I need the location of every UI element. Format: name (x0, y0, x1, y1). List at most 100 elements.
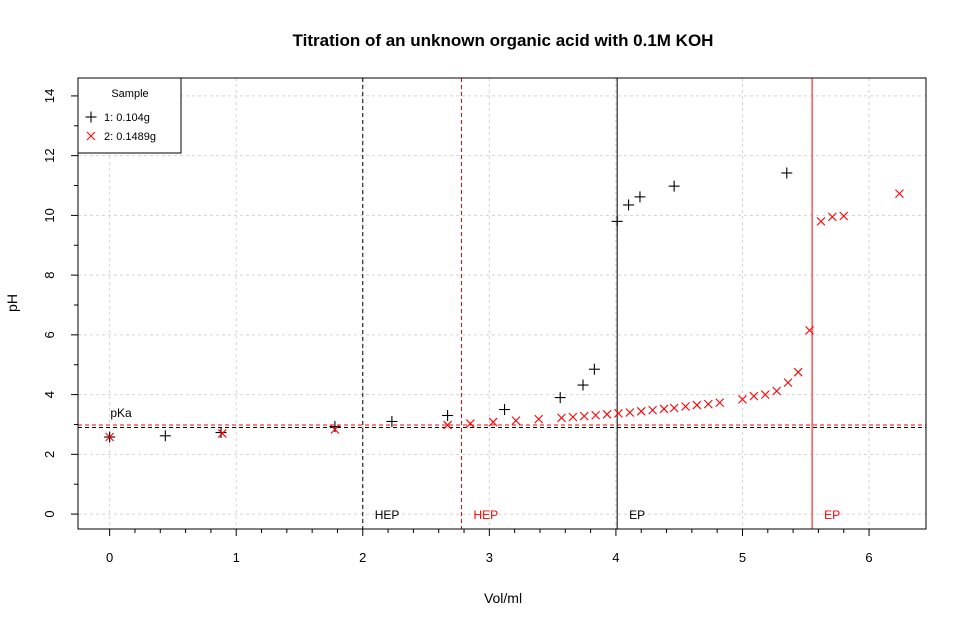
marker-stroke (703, 399, 713, 409)
marker-stroke (488, 417, 498, 427)
y-tick-label: 8 (42, 272, 57, 279)
y-tick-label: 14 (42, 89, 57, 103)
marker-stroke (602, 409, 612, 419)
data-point-series-1 (442, 410, 454, 422)
data-point-series-1 (668, 180, 680, 192)
marker-stroke (443, 420, 452, 430)
data-point-series-2 (602, 409, 612, 419)
pka-label: pKa (110, 406, 132, 420)
data-point-series-2 (465, 419, 475, 428)
marker-stroke (669, 403, 679, 413)
marker-stroke (465, 419, 475, 428)
marker-stroke (217, 429, 227, 438)
marker-stroke (681, 402, 690, 411)
data-point-series-2 (839, 211, 849, 221)
data-point-series-2 (738, 394, 747, 404)
data-point-series-2 (715, 398, 725, 408)
data-point-series-2 (793, 367, 803, 377)
legend-title: Sample (111, 88, 148, 100)
marker-stroke (895, 189, 904, 198)
data-point-series-1 (329, 421, 341, 433)
data-point-series-2 (534, 414, 544, 424)
data-point-series-2 (636, 406, 646, 416)
legend-box (77, 77, 182, 154)
data-point-series-2 (105, 432, 115, 442)
marker-stroke (715, 398, 725, 408)
hep-label: HEP (473, 508, 498, 522)
marker-stroke (614, 409, 623, 418)
data-point-series-1 (781, 167, 793, 179)
data-point-series-2 (772, 386, 782, 396)
marker-stroke (86, 131, 96, 141)
marker-stroke (816, 216, 826, 226)
data-point-series-2 (895, 189, 904, 198)
legend-marker-series-2 (86, 131, 96, 141)
data-point-series-2 (217, 429, 227, 438)
data-point-series-2 (488, 417, 498, 427)
data-point-series-2 (816, 216, 826, 226)
ep-label: EP (824, 508, 840, 522)
x-axis-label: Vol/ml (484, 590, 522, 606)
marker-stroke (625, 408, 635, 417)
data-point-series-2 (669, 403, 679, 413)
data-point-series-2 (749, 391, 759, 401)
data-point-series-2 (579, 411, 589, 421)
x-tick-label: 6 (865, 550, 872, 565)
data-point-series-1 (554, 392, 566, 404)
marker-stroke (557, 413, 566, 423)
y-tick-label: 12 (42, 148, 57, 162)
data-point-series-1 (623, 199, 635, 211)
data-point-series-2 (614, 409, 623, 418)
data-point-series-1 (588, 363, 600, 375)
x-tick-label: 1 (233, 550, 240, 565)
data-point-series-2 (330, 425, 340, 434)
data-point-series-2 (760, 390, 770, 399)
data-point-series-2 (659, 404, 669, 414)
marker-stroke (636, 406, 646, 416)
y-tick-label: 10 (42, 208, 57, 222)
legend-marker-1 (85, 111, 97, 123)
x-tick-label: 3 (486, 550, 493, 565)
x-tick-label: 2 (359, 550, 366, 565)
marker-stroke (805, 325, 814, 335)
y-tick-label: 2 (42, 451, 57, 458)
hep-label: HEP (375, 508, 400, 522)
data-point-series-2 (625, 408, 635, 417)
x-tick-label: 4 (612, 550, 619, 565)
legend-entry-1: 1: 0.104g (104, 112, 150, 124)
marker-stroke (511, 416, 521, 425)
marker-stroke (827, 212, 837, 222)
marker-stroke (783, 378, 793, 388)
data-point-series-2 (648, 405, 658, 415)
x-tick-label: 0 (106, 550, 113, 565)
data-point-series-2 (511, 416, 521, 425)
data-points (104, 167, 904, 443)
x-tick-label: 5 (739, 550, 746, 565)
reference-lines: pKa HEP HEP EP EP (78, 78, 926, 529)
data-point-series-2 (805, 325, 814, 335)
marker-stroke (793, 367, 803, 377)
data-point-series-1 (499, 404, 511, 416)
data-point-series-2 (681, 402, 690, 411)
data-point-series-1 (611, 215, 623, 227)
marker-stroke (568, 412, 578, 422)
marker-stroke (692, 400, 702, 410)
legend-marker-series-1 (85, 111, 97, 123)
chart-title: Titration of an unknown organic acid wit… (293, 31, 714, 50)
legend: Sample 1: 0.104g 2: 0.1489g (77, 77, 182, 154)
marker-stroke (659, 404, 669, 414)
marker-stroke (839, 211, 849, 221)
data-point-series-1 (159, 430, 171, 442)
data-point-series-1 (634, 191, 646, 203)
data-point-series-1 (577, 379, 589, 391)
grid (78, 78, 926, 529)
data-point-series-2 (591, 410, 601, 420)
marker-stroke (772, 386, 782, 396)
marker-stroke (534, 414, 544, 424)
ep-label: EP (629, 508, 645, 522)
data-point-series-2 (443, 420, 452, 430)
marker-stroke (579, 411, 589, 421)
marker-stroke (591, 410, 601, 420)
